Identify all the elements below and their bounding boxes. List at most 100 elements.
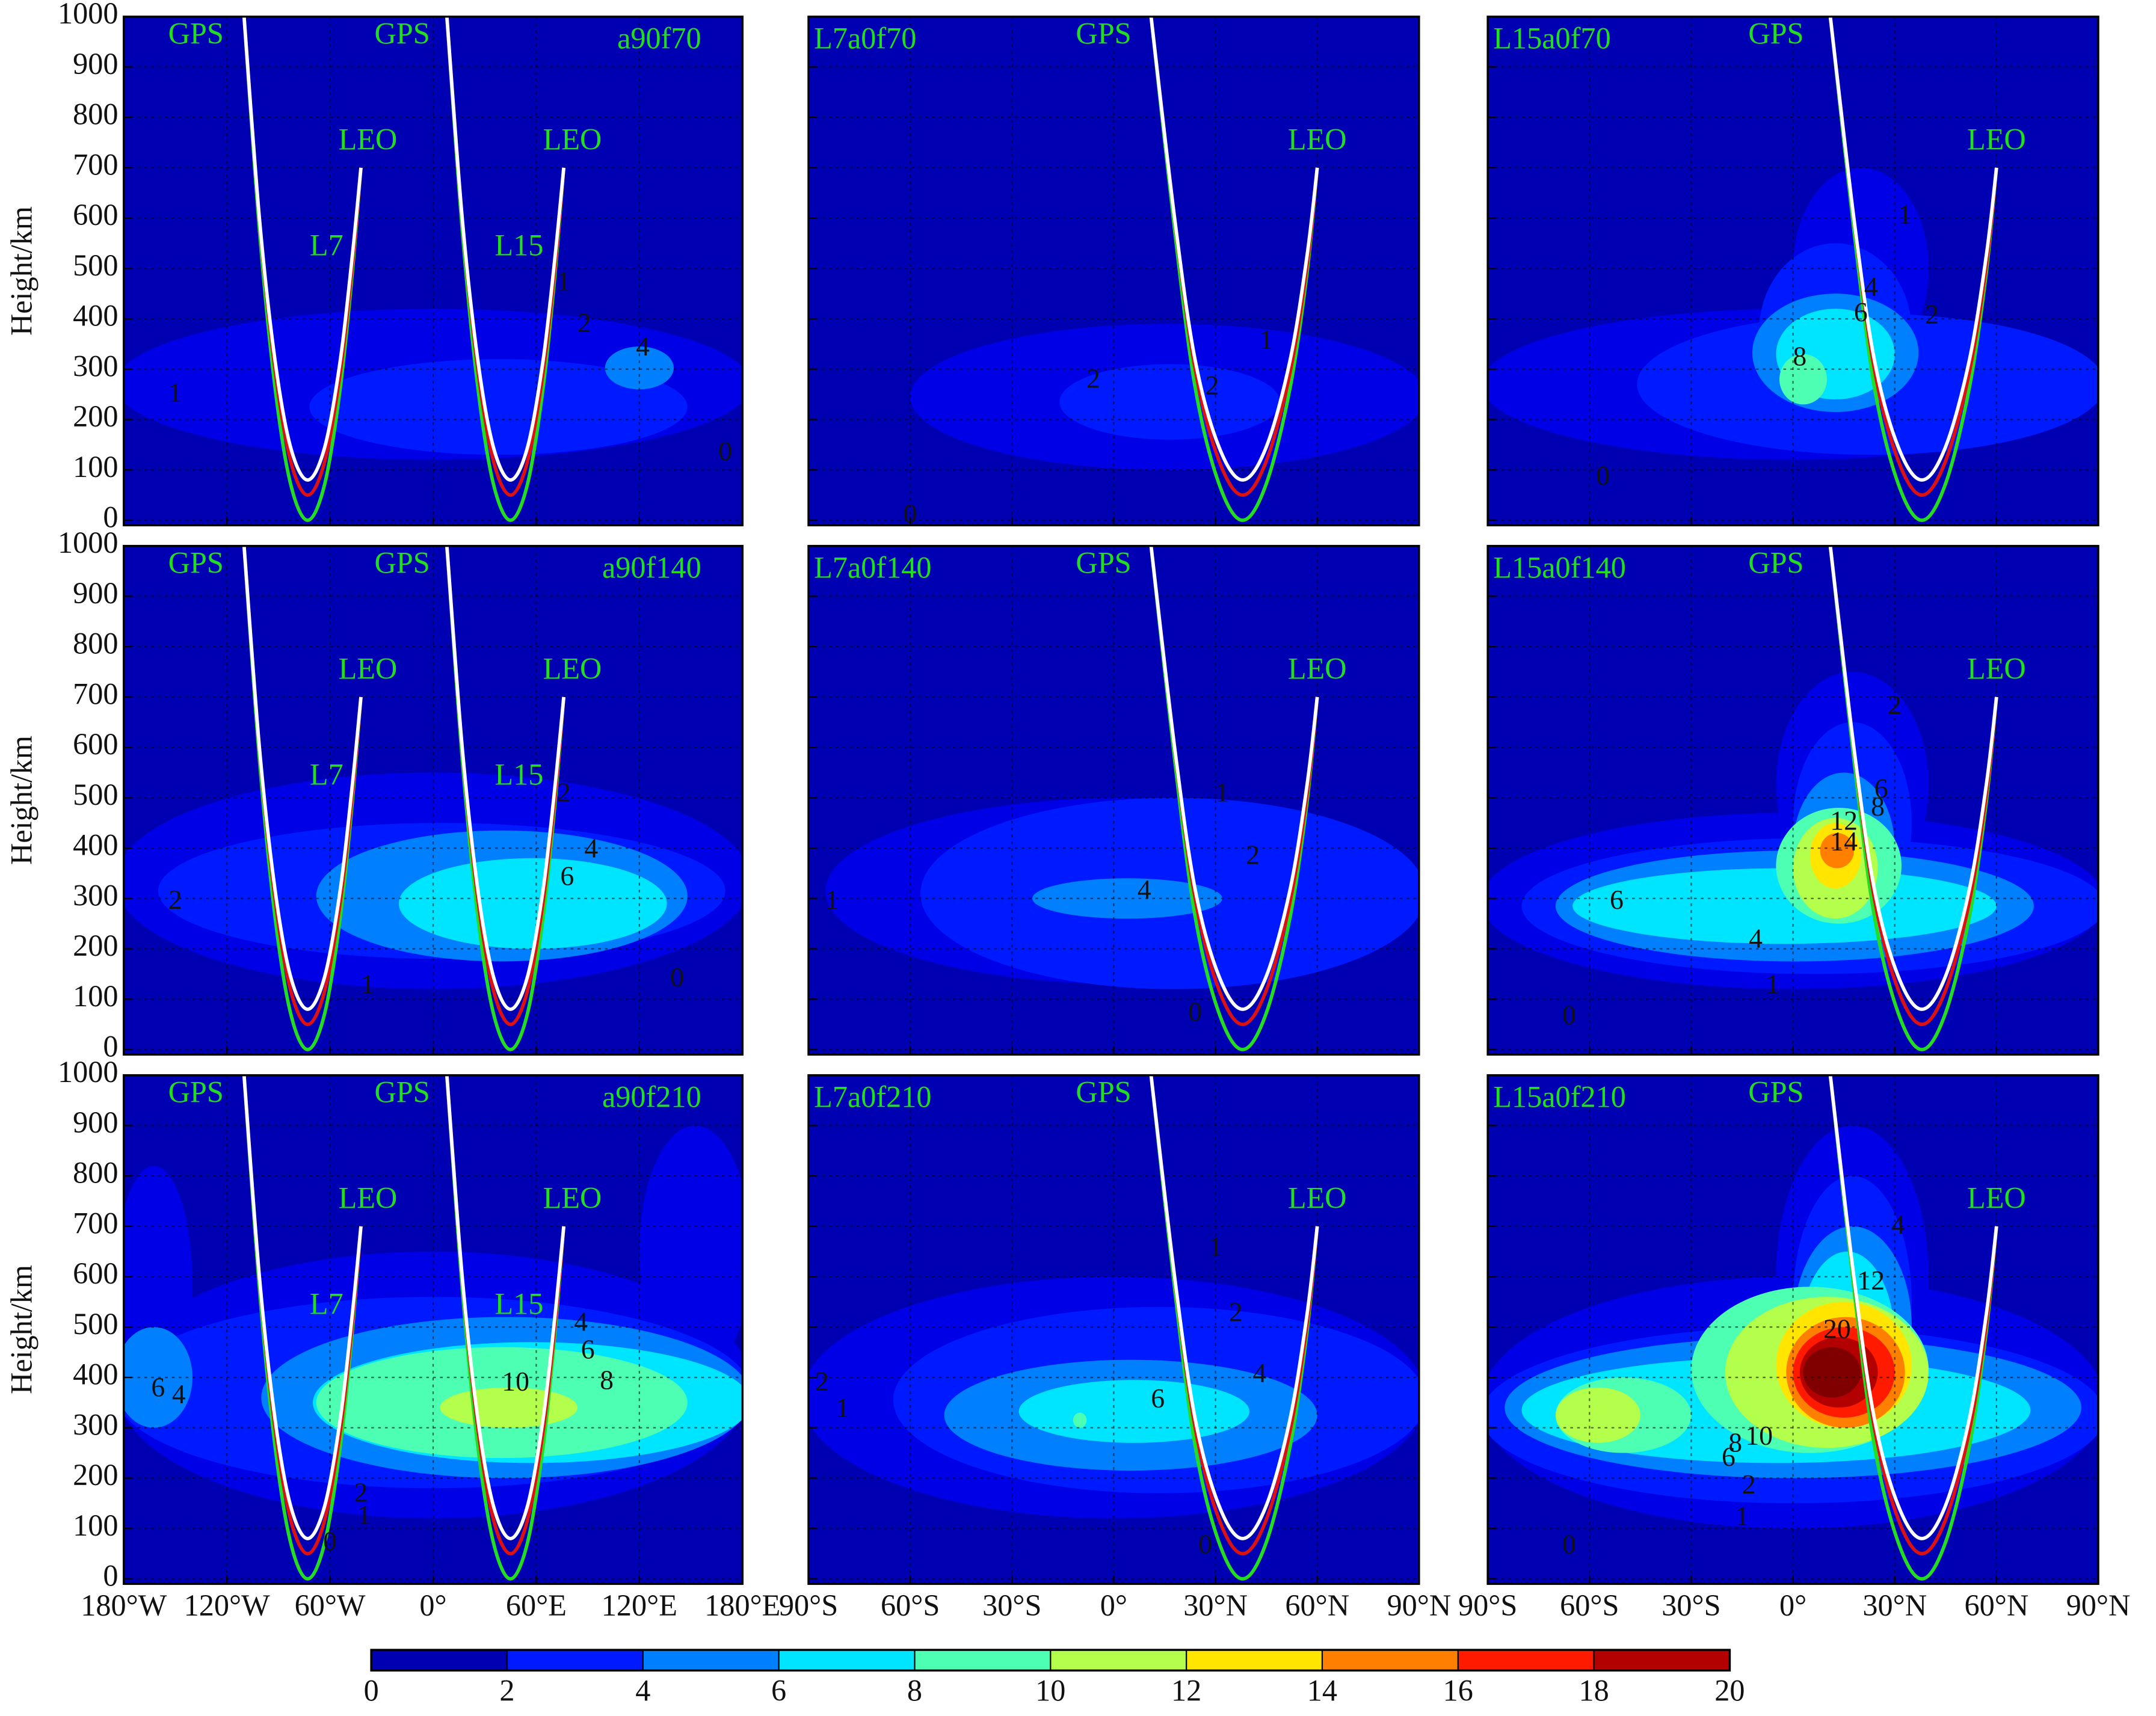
ray-path — [242, 546, 363, 1011]
contour-label: 4 — [1864, 271, 1878, 302]
ray-path — [1149, 16, 1319, 482]
panel-title: L7a0f70 — [814, 21, 916, 55]
y-tick-label: 0 — [103, 500, 118, 534]
annotation: L15 — [494, 757, 543, 791]
contour-label: 4 — [1749, 923, 1763, 953]
contour-label: 10 — [502, 1366, 529, 1397]
annotation: LEO — [1967, 123, 2026, 156]
ray-path — [1149, 546, 1319, 1011]
panel-title: L7a0f140 — [814, 550, 931, 584]
contour-label: 8 — [1871, 791, 1885, 822]
contour-label: 0 — [1198, 1529, 1212, 1560]
contour-label: 12 — [1830, 805, 1858, 836]
contour-label: 0 — [670, 962, 684, 992]
colorbar-band — [1050, 1650, 1187, 1671]
y-tick-label: 300 — [73, 349, 118, 383]
x-tick-label: 90°S — [779, 1588, 838, 1622]
annotation: LEO — [1288, 1181, 1347, 1215]
annotation: L7 — [310, 228, 343, 262]
colorbar-band — [371, 1650, 507, 1671]
contour-label: 4 — [1891, 1209, 1905, 1240]
y-tick-label: 500 — [73, 1307, 118, 1341]
colorbar: 0 2 4 6 8 10 12 14 16 18 20 — [364, 1649, 1745, 1708]
ray-path — [1828, 1075, 1998, 1540]
contour-label: 2 — [557, 777, 571, 808]
panel-title: L15a0f140 — [1493, 550, 1626, 584]
panel-title: a90f70 — [617, 21, 701, 55]
colorbar-tick-label: 16 — [1443, 1674, 1473, 1708]
x-tick-label: 30°S — [982, 1588, 1041, 1622]
contour-label: 1 — [168, 377, 182, 408]
x-tick-label: 30°S — [1662, 1588, 1720, 1622]
contour-label: 10 — [1745, 1420, 1773, 1451]
plot-area: 8 64 2 1 0 GPS LEO L15a0f70 — [1488, 16, 2098, 526]
annotation: LEO — [543, 123, 602, 156]
contour-label: 2 — [1246, 839, 1260, 870]
contour-label: 1 — [357, 1499, 371, 1530]
annotation: LEO — [339, 1181, 398, 1215]
contour-label: 4 — [584, 833, 598, 864]
contour-region — [1779, 354, 1827, 405]
y-tick-label: 400 — [73, 1358, 118, 1391]
ray-path — [1828, 16, 1998, 482]
y-tick-label: 800 — [73, 627, 118, 660]
y-tick-label: 400 — [73, 828, 118, 862]
contour-label: 1 — [1260, 324, 1274, 355]
x-tick-label: 0° — [419, 1588, 446, 1622]
contour-label: 2 — [1742, 1469, 1756, 1499]
y-tick-label: 200 — [73, 1458, 118, 1492]
contour-label: 1 — [1209, 1231, 1222, 1262]
panel-title: a90f140 — [602, 550, 701, 584]
contour-region — [398, 858, 667, 949]
contour-label: 0 — [718, 435, 732, 466]
y-tick-label: 0 — [103, 1559, 118, 1593]
y-tick-label: 700 — [73, 677, 118, 710]
contour-label: 4 — [636, 331, 650, 361]
annotation: GPS — [168, 1075, 224, 1109]
contour-label: 2 — [1229, 1297, 1243, 1327]
ray-path — [445, 546, 565, 1011]
x-tick-label: 0° — [1100, 1588, 1127, 1622]
contour-region — [639, 1125, 743, 1377]
contour-label: 8 — [600, 1365, 614, 1395]
y-tick-label: 1000 — [58, 1055, 119, 1089]
annotation: LEO — [339, 123, 398, 156]
contour-label: 2 — [168, 884, 182, 915]
annotation: GPS — [374, 1075, 430, 1109]
contour-label: 6 — [151, 1371, 165, 1402]
ray-path — [242, 1075, 363, 1540]
contour-region — [1073, 1412, 1087, 1428]
annotation: L7 — [310, 1287, 343, 1320]
x-tick-label: 0° — [1779, 1588, 1806, 1622]
panel-title: a90f210 — [602, 1080, 701, 1113]
colorbar-frame — [370, 1649, 1731, 1672]
y-tick-label: 400 — [73, 299, 118, 333]
y-tick-label: 0 — [103, 1030, 118, 1063]
y-tick-label: 700 — [73, 1206, 118, 1240]
ray-path — [242, 16, 363, 482]
annotation: GPS — [1076, 546, 1131, 580]
contour-label: 4 — [172, 1379, 186, 1409]
contour-region — [309, 359, 688, 455]
contour-label: 1 — [836, 1392, 849, 1423]
contour-label: 6 — [1854, 297, 1868, 327]
plot-area: 2 2 1 0 GPS LEO L7a0f70 — [808, 16, 1419, 526]
colorbar-band — [1458, 1650, 1594, 1671]
contour-label: 2 — [1925, 299, 1939, 330]
y-tick-label: 1000 — [58, 0, 119, 30]
ray-path — [445, 16, 565, 482]
x-tick-label: 120°W — [184, 1588, 270, 1622]
colorbar-tick-label: 6 — [771, 1674, 786, 1708]
contour-label: 0 — [1596, 460, 1610, 491]
contour-label: 2 — [1086, 363, 1100, 393]
y-tick-label: 600 — [73, 727, 118, 761]
x-tick-label: 60°S — [881, 1588, 940, 1622]
contour-region — [1059, 364, 1280, 440]
